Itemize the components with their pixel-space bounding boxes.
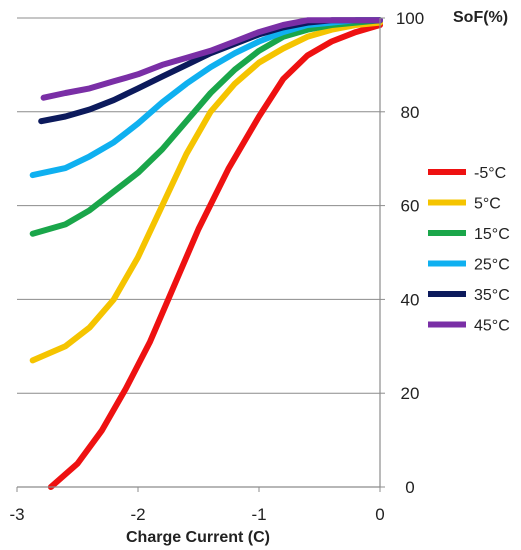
y-tick-label: 100 (396, 9, 424, 28)
series-lines (29, 17, 383, 490)
x-tick-label: -1 (251, 505, 266, 524)
legend-label: -5°C (474, 165, 506, 182)
y-tick-label: 80 (401, 103, 420, 122)
series-line-45Cc (40, 17, 383, 101)
legend-label: 15°C (474, 226, 510, 243)
y-axis: 0 20 40 60 80 100 (379, 9, 424, 497)
x-tick-label: -2 (130, 505, 145, 524)
series-line-15Cc (29, 17, 383, 237)
y-tick-label: 60 (401, 197, 420, 216)
legend-label: 5°C (474, 196, 501, 213)
legend-label: 35°C (474, 287, 510, 304)
horizontal-gridlines (17, 17, 380, 488)
x-tick-label: -3 (9, 505, 24, 524)
x-axis: -3 -2 -1 0 (9, 486, 385, 524)
x-axis-title: Charge Current (C) (126, 529, 270, 546)
legend-label: 25°C (474, 257, 510, 274)
legend-label: 45°C (474, 318, 510, 335)
x-tick-label: 0 (375, 505, 384, 524)
legend: -5°C 5°C 15°C 25°C 35°C 45°C (428, 165, 510, 335)
y-axis-title: SoF(%) (453, 9, 508, 26)
series-line--5Cc (47, 22, 383, 490)
y-tick-label: 40 (401, 290, 420, 309)
y-tick-label: 20 (401, 384, 420, 403)
series-line-5Cc (29, 19, 383, 364)
y-tick-label: 0 (405, 478, 414, 497)
